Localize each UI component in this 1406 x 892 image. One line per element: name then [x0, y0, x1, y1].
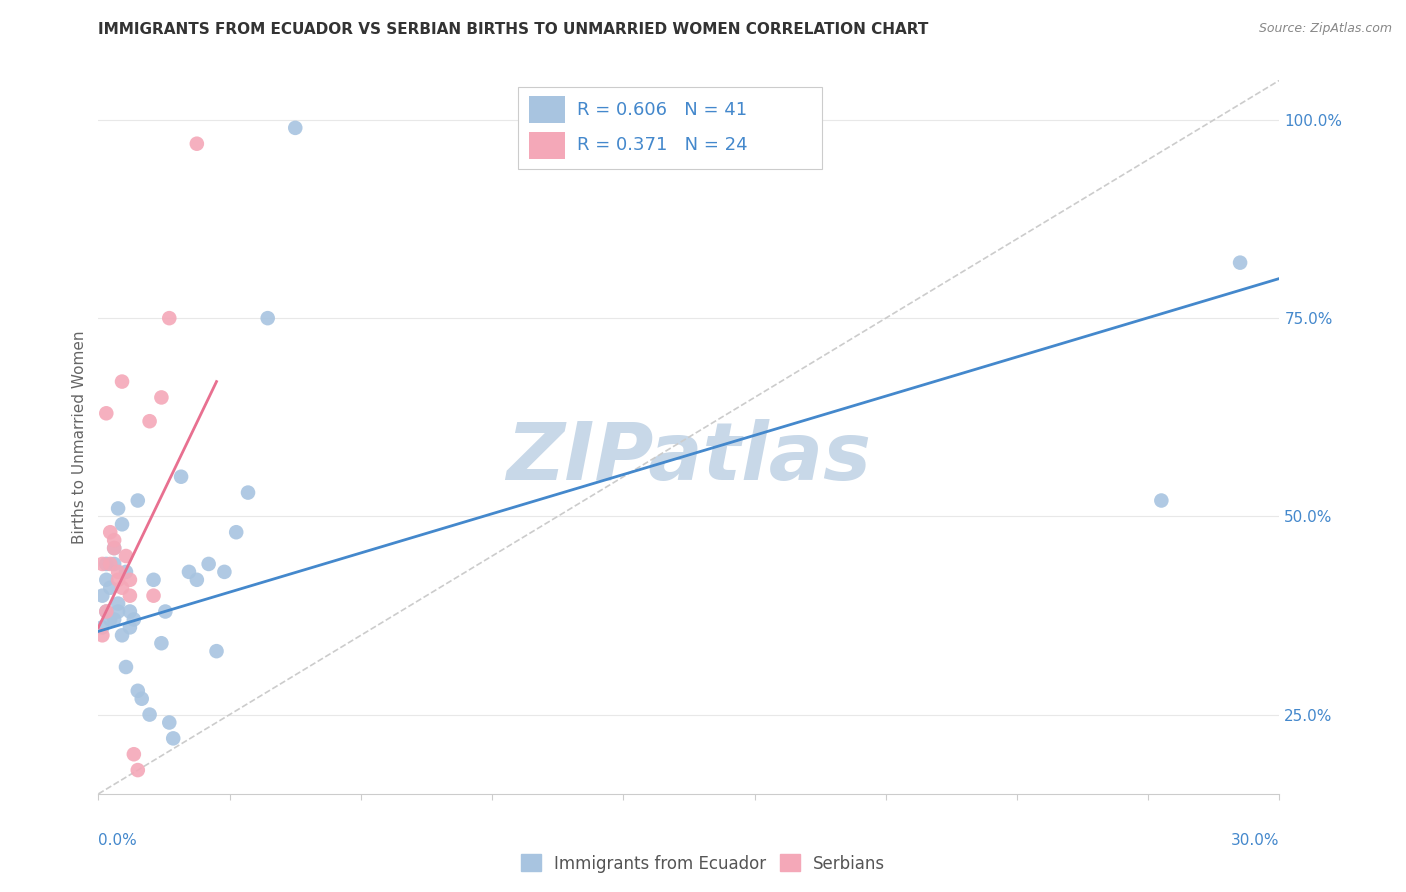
Point [96, 406, 118, 420]
Point [155, 605, 177, 619]
Point [214, 565, 236, 579]
Point [118, 589, 141, 603]
Point [111, 375, 134, 389]
Point [98, 525, 121, 540]
Point [256, 311, 278, 326]
Point [186, 136, 208, 151]
Point [96, 605, 118, 619]
Point [118, 620, 141, 634]
Point [107, 501, 129, 516]
Point [157, 715, 180, 730]
Point [98, 557, 121, 571]
Point [122, 612, 145, 626]
Point [107, 605, 129, 619]
Point [107, 597, 129, 611]
Point [150, 391, 173, 405]
Point [91, 620, 114, 634]
Y-axis label: Births to Unmarried Women: Births to Unmarried Women [72, 330, 87, 544]
Bar [530, 132, 565, 159]
Point [197, 557, 219, 571]
Point [142, 589, 165, 603]
Point [98, 612, 121, 626]
FancyBboxPatch shape [517, 87, 823, 169]
Point [111, 517, 134, 532]
Point [115, 549, 138, 563]
Point [115, 660, 138, 674]
Point [284, 120, 307, 135]
Point [127, 493, 149, 508]
Text: IMMIGRANTS FROM ECUADOR VS SERBIAN BIRTHS TO UNMARRIED WOMEN CORRELATION CHART: IMMIGRANTS FROM ECUADOR VS SERBIAN BIRTH… [98, 22, 929, 37]
Point [127, 763, 149, 777]
Point [103, 541, 125, 555]
Point [107, 573, 129, 587]
Legend: Immigrants from Ecuador, Serbians: Immigrants from Ecuador, Serbians [515, 847, 891, 880]
Point [111, 581, 134, 595]
Point [98, 581, 121, 595]
Text: ZIPatlas: ZIPatlas [506, 419, 872, 498]
Point [142, 573, 165, 587]
Text: Source: ZipAtlas.com: Source: ZipAtlas.com [1258, 22, 1392, 36]
Text: 30.0%: 30.0% [1232, 833, 1279, 848]
Point [1229, 255, 1251, 269]
Point [236, 485, 259, 500]
Point [131, 691, 153, 706]
Text: R = 0.606   N = 41: R = 0.606 N = 41 [576, 101, 747, 119]
Point [1150, 493, 1173, 508]
Point [111, 628, 134, 642]
Point [205, 826, 228, 840]
Point [166, 819, 188, 833]
Point [96, 557, 118, 571]
Point [103, 533, 125, 548]
Point [118, 605, 141, 619]
Point [107, 565, 129, 579]
Point [91, 628, 114, 642]
Point [91, 589, 114, 603]
Bar [530, 96, 565, 123]
Point [138, 414, 160, 428]
Text: R = 0.371   N = 24: R = 0.371 N = 24 [576, 136, 748, 154]
Point [122, 747, 145, 762]
Point [91, 557, 114, 571]
Point [96, 605, 118, 619]
Point [103, 541, 125, 555]
Point [115, 565, 138, 579]
Point [103, 557, 125, 571]
Point [170, 469, 193, 483]
Point [127, 683, 149, 698]
Point [96, 573, 118, 587]
Point [205, 644, 228, 658]
Point [103, 612, 125, 626]
Text: 0.0%: 0.0% [98, 833, 138, 848]
Point [118, 573, 141, 587]
Point [186, 573, 208, 587]
Point [177, 565, 200, 579]
Point [150, 636, 173, 650]
Point [225, 525, 247, 540]
Point [138, 707, 160, 722]
Point [162, 731, 184, 746]
Point [157, 311, 180, 326]
